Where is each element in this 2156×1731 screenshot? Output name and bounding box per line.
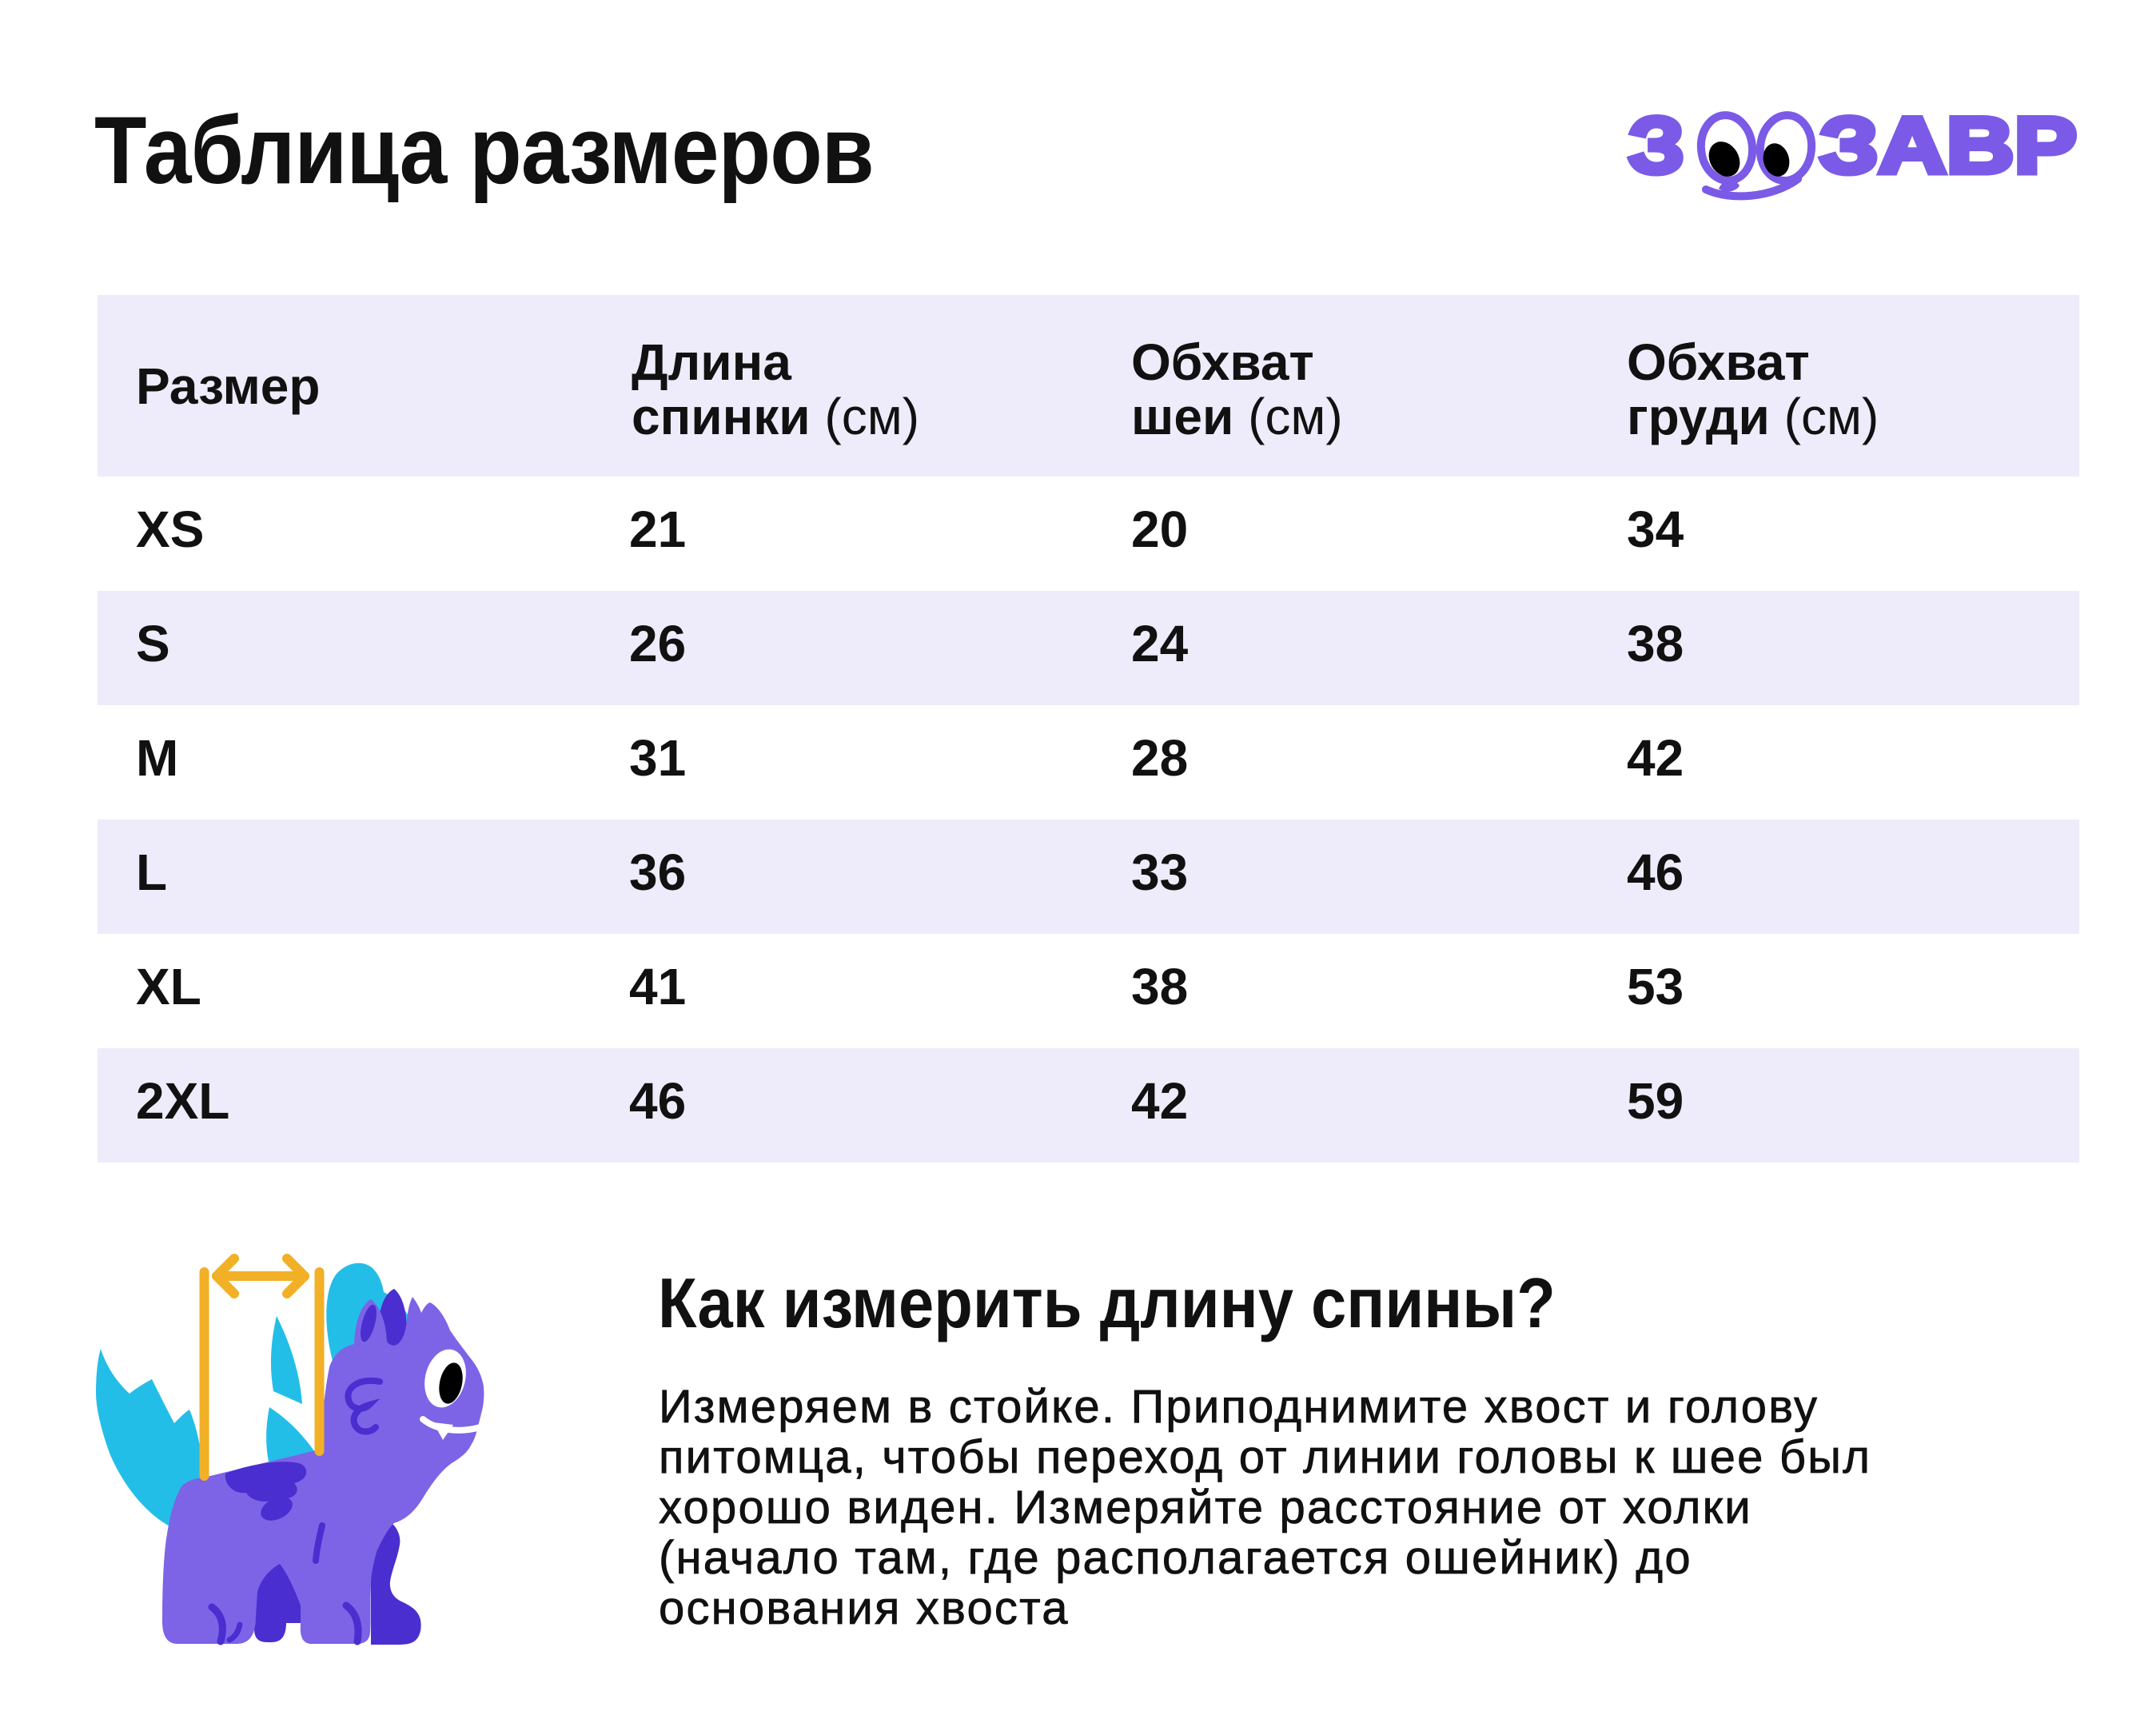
svg-text:З: З: [1628, 101, 1684, 189]
svg-text:ЗАВР: ЗАВР: [1819, 101, 2077, 189]
